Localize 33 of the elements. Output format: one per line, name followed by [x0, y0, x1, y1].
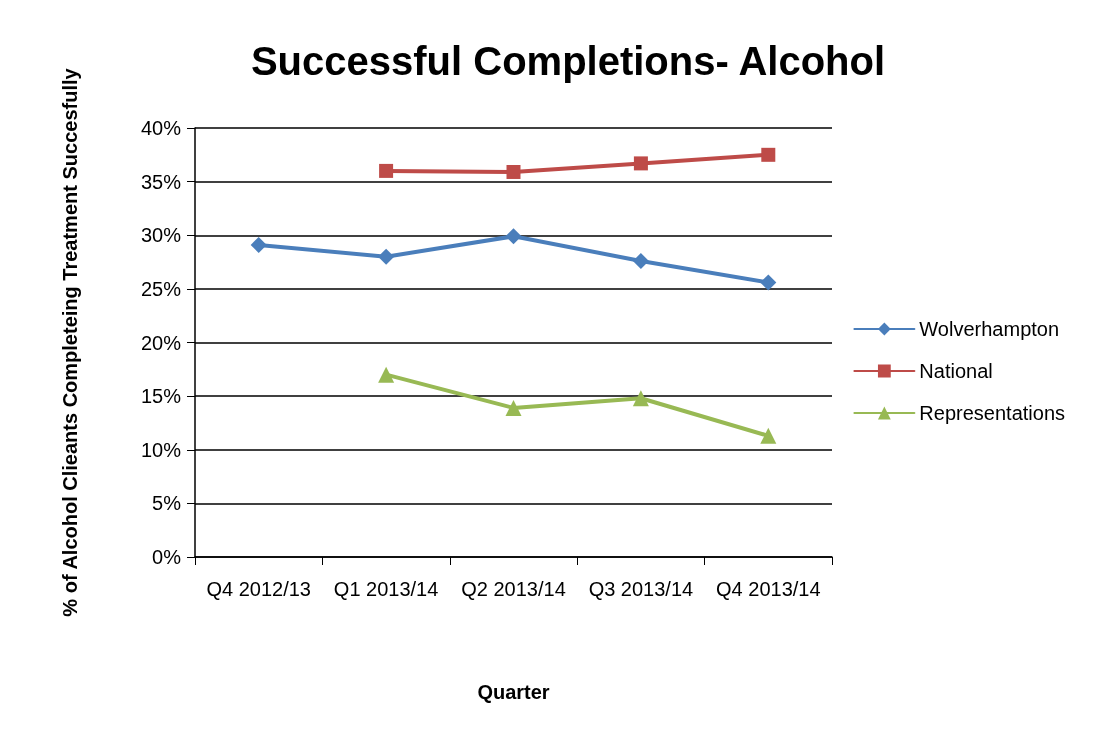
y-tick-label: 0%	[152, 546, 182, 568]
x-tick-label: Q4 2012/13	[206, 578, 311, 600]
legend-label: Wolverhampton	[919, 318, 1060, 340]
chart-title: Successful Completions- Alcohol	[250, 39, 886, 83]
point	[379, 163, 394, 178]
y-tick-label: 20%	[140, 331, 182, 354]
legend-label: Representations	[919, 402, 1066, 424]
y-tick-label: 30%	[140, 224, 182, 247]
point	[760, 427, 777, 444]
point	[378, 366, 395, 383]
point	[505, 399, 522, 416]
point	[250, 236, 267, 253]
x-axis-title: Quarter	[477, 681, 550, 703]
point	[761, 147, 776, 162]
y-axis-title: % of Alcohol Clieants Completeing Treatment Succesfully	[59, 67, 81, 617]
point	[506, 164, 521, 179]
y-tick-label: 40%	[140, 117, 182, 139]
y-tick-label: 5%	[152, 492, 182, 515]
y-tick-label: 35%	[140, 170, 182, 193]
legend-label: National	[919, 360, 993, 382]
point	[632, 390, 649, 407]
point	[378, 248, 395, 265]
x-tick-label: Q4 2013/14	[716, 578, 821, 600]
x-tick-label: Q3 2013/14	[588, 578, 694, 600]
y-tick-label: 15%	[140, 385, 182, 408]
x-tick-label: Q1 2013/14	[333, 578, 439, 600]
y-tick-label: 10%	[140, 438, 182, 461]
point	[760, 274, 777, 291]
y-tick-label: 25%	[140, 277, 182, 300]
point	[632, 252, 649, 269]
x-tick-label: Q2 2013/14	[461, 578, 566, 600]
point	[633, 156, 648, 171]
point	[505, 228, 522, 245]
